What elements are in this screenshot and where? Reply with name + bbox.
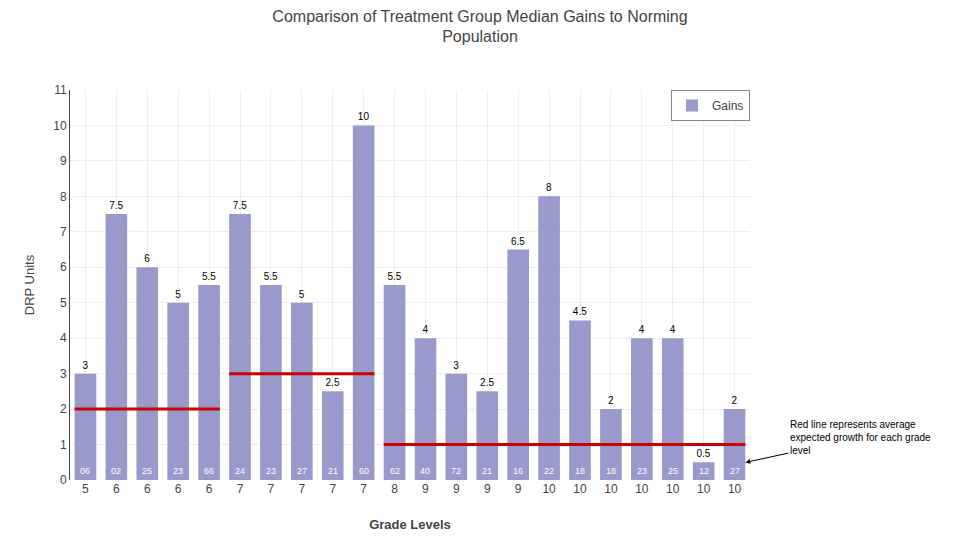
svg-text:5.5: 5.5 bbox=[387, 271, 401, 282]
svg-text:2.5: 2.5 bbox=[480, 377, 494, 388]
svg-text:60: 60 bbox=[359, 466, 369, 476]
svg-text:6: 6 bbox=[113, 482, 120, 496]
svg-text:0: 0 bbox=[60, 473, 67, 487]
svg-text:7: 7 bbox=[329, 482, 336, 496]
svg-text:10: 10 bbox=[697, 482, 711, 496]
svg-text:10: 10 bbox=[542, 482, 556, 496]
svg-text:5: 5 bbox=[82, 482, 89, 496]
svg-text:02: 02 bbox=[111, 466, 121, 476]
svg-text:8: 8 bbox=[60, 190, 67, 204]
svg-text:10: 10 bbox=[666, 482, 680, 496]
svg-text:9: 9 bbox=[60, 154, 67, 168]
svg-text:21: 21 bbox=[482, 466, 492, 476]
svg-text:5: 5 bbox=[175, 289, 181, 300]
svg-text:11: 11 bbox=[54, 83, 67, 97]
svg-text:10: 10 bbox=[635, 482, 649, 496]
svg-text:2: 2 bbox=[60, 402, 67, 416]
svg-text:6: 6 bbox=[144, 253, 150, 264]
svg-text:Red line represents averageexp: Red line represents averageexpected grow… bbox=[790, 419, 931, 456]
svg-text:10: 10 bbox=[358, 111, 370, 122]
svg-text:5: 5 bbox=[60, 296, 67, 310]
svg-text:5.5: 5.5 bbox=[202, 271, 216, 282]
svg-text:4: 4 bbox=[639, 324, 645, 335]
svg-text:23: 23 bbox=[637, 466, 647, 476]
svg-text:3: 3 bbox=[453, 360, 459, 371]
svg-text:40: 40 bbox=[420, 466, 430, 476]
svg-text:18: 18 bbox=[575, 466, 585, 476]
svg-text:16: 16 bbox=[513, 466, 523, 476]
svg-text:3: 3 bbox=[82, 360, 88, 371]
svg-text:72: 72 bbox=[451, 466, 461, 476]
svg-text:3: 3 bbox=[60, 367, 67, 381]
svg-text:5: 5 bbox=[299, 289, 305, 300]
svg-text:8: 8 bbox=[391, 482, 398, 496]
svg-text:4: 4 bbox=[60, 331, 67, 345]
svg-text:10: 10 bbox=[573, 482, 587, 496]
svg-text:9: 9 bbox=[484, 482, 491, 496]
svg-text:9: 9 bbox=[422, 482, 429, 496]
svg-text:7.5: 7.5 bbox=[109, 200, 123, 211]
svg-text:5.5: 5.5 bbox=[264, 271, 278, 282]
svg-text:23: 23 bbox=[266, 466, 276, 476]
svg-text:1: 1 bbox=[60, 438, 67, 452]
svg-text:10: 10 bbox=[604, 482, 618, 496]
svg-text:22: 22 bbox=[544, 466, 554, 476]
svg-text:0.5: 0.5 bbox=[696, 448, 710, 459]
svg-text:62: 62 bbox=[390, 466, 400, 476]
svg-text:2.5: 2.5 bbox=[326, 377, 340, 388]
svg-text:7.5: 7.5 bbox=[233, 200, 247, 211]
svg-text:18: 18 bbox=[606, 466, 616, 476]
svg-text:7: 7 bbox=[298, 482, 305, 496]
svg-text:24: 24 bbox=[235, 466, 245, 476]
svg-text:6: 6 bbox=[206, 482, 213, 496]
svg-text:7: 7 bbox=[237, 482, 244, 496]
svg-text:9: 9 bbox=[453, 482, 460, 496]
svg-text:7: 7 bbox=[268, 482, 275, 496]
svg-text:23: 23 bbox=[173, 466, 183, 476]
svg-text:2: 2 bbox=[608, 395, 614, 406]
svg-text:12: 12 bbox=[699, 466, 709, 476]
svg-text:9: 9 bbox=[515, 482, 522, 496]
svg-text:25: 25 bbox=[668, 466, 678, 476]
svg-text:10: 10 bbox=[53, 119, 67, 133]
svg-text:6: 6 bbox=[175, 482, 182, 496]
svg-text:7: 7 bbox=[360, 482, 367, 496]
svg-text:4.5: 4.5 bbox=[573, 306, 587, 317]
svg-text:2: 2 bbox=[732, 395, 738, 406]
svg-text:4: 4 bbox=[422, 324, 428, 335]
svg-text:27: 27 bbox=[297, 466, 307, 476]
svg-text:DRP Units: DRP Units bbox=[22, 254, 37, 315]
svg-text:10: 10 bbox=[728, 482, 742, 496]
svg-text:25: 25 bbox=[142, 466, 152, 476]
svg-text:66: 66 bbox=[204, 466, 214, 476]
svg-text:Gains: Gains bbox=[712, 99, 743, 113]
svg-text:06: 06 bbox=[80, 466, 90, 476]
svg-text:27: 27 bbox=[730, 466, 740, 476]
svg-text:8: 8 bbox=[546, 182, 552, 193]
svg-text:Grade Levels: Grade Levels bbox=[369, 517, 451, 532]
svg-text:4: 4 bbox=[670, 324, 676, 335]
svg-text:Comparison of Treatment Group: Comparison of Treatment Group Median Gai… bbox=[272, 8, 687, 46]
svg-text:21: 21 bbox=[328, 466, 338, 476]
svg-text:6: 6 bbox=[60, 260, 67, 274]
svg-text:6.5: 6.5 bbox=[511, 236, 525, 247]
svg-text:6: 6 bbox=[144, 482, 151, 496]
svg-text:7: 7 bbox=[60, 225, 67, 239]
